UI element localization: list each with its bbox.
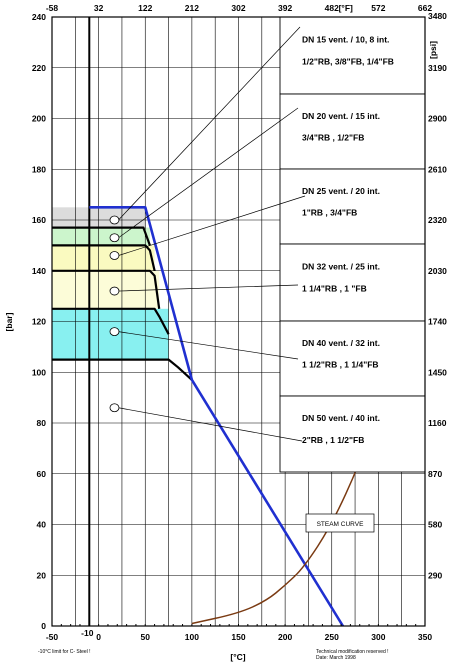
annotation-leader-5: [118, 407, 303, 442]
axis-labels: -50 -10 0 50 100 150 200 250 300 350[°C]020406080…: [4, 3, 447, 662]
annotation-subtitle-4: 1 1/2"RB , 1 1/4"FB: [302, 360, 379, 370]
annotation-leader-0: [118, 26, 301, 221]
annotation-box-1: [279, 93, 426, 170]
right-tick-label: 1450: [428, 367, 447, 377]
annotation-box-2: [279, 168, 426, 245]
annotation-title-0: DN 15 vent. / 10, 8 int.: [302, 34, 389, 44]
x-tick-label: 200: [278, 632, 292, 642]
annotation-title-2: DN 25 vent. / 20 int.: [302, 186, 380, 196]
top-tick-label: 392: [278, 3, 292, 13]
right-axis-label: [psi]: [428, 41, 438, 59]
annotation-title-5: DN 50 vent. / 40 int.: [302, 413, 380, 423]
right-tick-label: 2030: [428, 266, 447, 276]
axes: [51, 16, 426, 627]
annotation-subtitle-5: 2"RB , 1 1/2"FB: [302, 435, 364, 445]
x-tick-label: -10: [81, 628, 94, 638]
annotation-leader-1: [118, 107, 299, 239]
right-tick-label: 2900: [428, 114, 447, 124]
y-tick-label: 0: [41, 621, 46, 631]
annotation-marker-3: [109, 286, 120, 296]
x-tick-label: -50: [46, 632, 59, 642]
y-tick-label: 160: [32, 215, 46, 225]
annotation-leader-2: [118, 195, 306, 256]
steam-curve-label-box: [305, 513, 375, 533]
annotation-title-3: DN 32 vent. / 25 int.: [302, 261, 380, 271]
annotation-box-3: [279, 243, 426, 322]
rating-limit-line: [89, 206, 345, 627]
rating-band-3: [52, 270, 160, 309]
annotation-leader-4: [118, 331, 299, 360]
top-tick-label: 122: [138, 3, 152, 13]
annotation-subtitle-3: 1 1/4"RB , 1 "FB: [302, 284, 367, 294]
rating-line-0: [52, 226, 151, 246]
footer-note-1: Technical modification reserved !: [316, 649, 389, 655]
rating-band-1: [52, 227, 150, 246]
annotation-title-4: DN 40 vent. / 32 int.: [302, 338, 380, 348]
right-tick-label: 3480: [428, 11, 447, 21]
right-tick-label: 2320: [428, 215, 447, 225]
y-tick-label: 40: [37, 520, 47, 530]
annotation-box-5: [279, 395, 426, 473]
top-tick-label: 32: [94, 3, 104, 13]
top-tick-label: -58: [46, 3, 59, 13]
top-tick-label: 212: [185, 3, 199, 13]
x-tick-label: 300: [371, 632, 385, 642]
annotation-marker-1: [109, 233, 120, 243]
x-tick-label: 0: [96, 632, 101, 642]
annotation-subtitle-1: 3/4"RB , 1/2"FB: [302, 133, 364, 143]
annotation-boxes: DN 15 vent. / 10, 8 int. 1/2"RB, 3/8"FB, …: [118, 16, 426, 533]
y-tick-label: 240: [32, 12, 46, 22]
right-tick-label: 870: [428, 469, 442, 479]
rating-line-2: [52, 269, 161, 309]
top-tick-label: 662: [418, 3, 432, 13]
right-tick-label: 3190: [428, 63, 447, 73]
top-tick-label: 482: [325, 3, 339, 13]
right-tick-label: 1160: [428, 418, 447, 428]
y-tick-label: 80: [37, 418, 47, 428]
footer-note-2: Date: March 1998: [316, 655, 356, 661]
annotation-title-1: DN 20 vent. / 15 int.: [302, 111, 380, 121]
rating-lines: [52, 226, 193, 381]
y-tick-label: 20: [37, 570, 47, 580]
y-tick-label: 120: [32, 317, 46, 327]
steam-curve-label: STEAM CURVE: [317, 521, 364, 528]
y-tick-label: 140: [32, 266, 46, 276]
annotation-marker-2: [109, 251, 120, 260]
annotation-subtitle-2: 1"RB , 3/4"FB: [302, 208, 357, 218]
annotation-box-0: [279, 16, 426, 95]
right-tick-label: 2610: [428, 164, 447, 174]
annotation-markers: [109, 215, 120, 413]
annotation-box-4: [279, 320, 426, 397]
right-tick-label: 1740: [428, 317, 447, 327]
right-tick-label: 580: [428, 520, 442, 530]
y-tick-label: 100: [32, 367, 46, 377]
annotation-marker-0: [109, 215, 120, 225]
y-tick-label: 200: [32, 114, 46, 124]
annotation-marker-5: [109, 403, 120, 413]
x-tick-label: 150: [231, 632, 245, 642]
y-tick-label: 60: [37, 469, 47, 479]
x-axis-label: [°C]: [230, 652, 245, 662]
annotation-marker-4: [109, 327, 120, 337]
x-tick-label: 50: [141, 632, 151, 642]
rating-line-4: [52, 358, 193, 381]
top-tick-label: 572: [371, 3, 385, 13]
right-tick-label: 290: [428, 570, 442, 580]
top-axis-label: [°F]: [339, 3, 353, 13]
x-tick-label: 350: [418, 632, 432, 642]
y-tick-label: 220: [32, 63, 46, 73]
annotation-subtitle-0: 1/2"RB, 3/8"FB, 1/4"FB: [302, 57, 394, 67]
rating-band-4: [52, 308, 169, 360]
rating-line-1: [52, 244, 156, 272]
c-steel-note: -10°C limit for C- Steel !: [38, 649, 91, 655]
x-tick-label: 250: [325, 632, 339, 642]
y-axis-label: [bar]: [4, 312, 14, 331]
rating-line-3: [52, 307, 170, 335]
y-tick-label: 180: [32, 164, 46, 174]
x-tick-label: 100: [185, 632, 199, 642]
top-tick-label: 302: [231, 3, 245, 13]
annotation-leader-3: [118, 284, 299, 292]
